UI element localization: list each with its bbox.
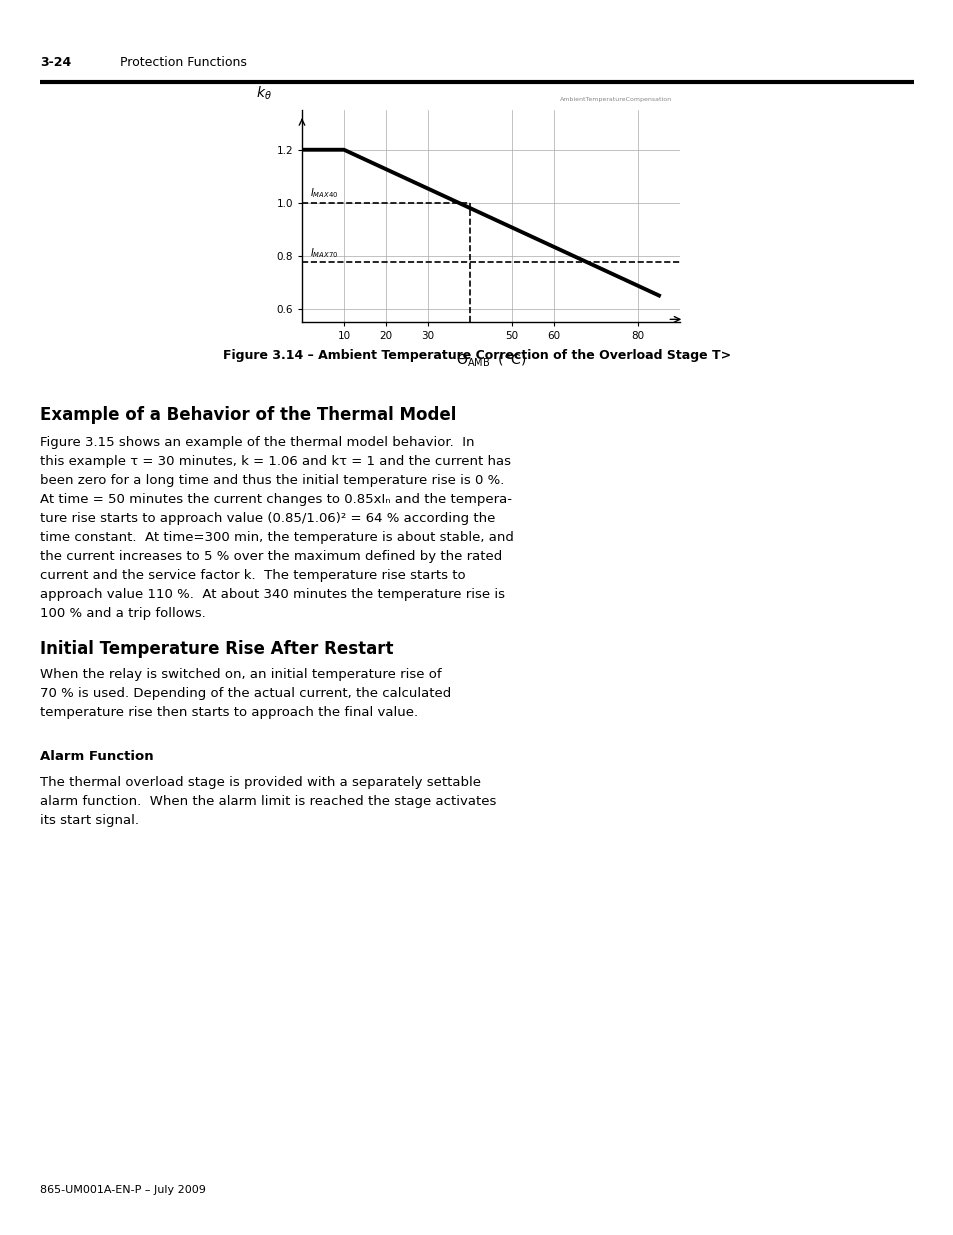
Text: current and the service factor k.  The temperature rise starts to: current and the service factor k. The te…: [40, 569, 465, 582]
Text: Protection Functions: Protection Functions: [120, 57, 247, 69]
Text: ture rise starts to approach value (0.85/1.06)² = 64 % according the: ture rise starts to approach value (0.85…: [40, 513, 495, 525]
Text: $k_{\theta}$: $k_{\theta}$: [256, 84, 272, 101]
Text: time constant.  At time=300 min, the temperature is about stable, and: time constant. At time=300 min, the temp…: [40, 531, 514, 543]
Text: 865-UM001A-EN-P – July 2009: 865-UM001A-EN-P – July 2009: [40, 1186, 206, 1195]
Text: $\mathit{I}_{\mathit{MAX40}}$: $\mathit{I}_{\mathit{MAX40}}$: [310, 186, 338, 200]
Text: this example τ = 30 minutes, k = 1.06 and kτ = 1 and the current has: this example τ = 30 minutes, k = 1.06 an…: [40, 454, 511, 468]
Text: 100 % and a trip follows.: 100 % and a trip follows.: [40, 606, 206, 620]
Text: Initial Temperature Rise After Restart: Initial Temperature Rise After Restart: [40, 640, 393, 658]
Text: Figure 3.15 shows an example of the thermal model behavior.  In: Figure 3.15 shows an example of the ther…: [40, 436, 474, 450]
Text: approach value 110 %.  At about 340 minutes the temperature rise is: approach value 110 %. At about 340 minut…: [40, 588, 504, 601]
Text: Example of a Behavior of the Thermal Model: Example of a Behavior of the Thermal Mod…: [40, 406, 456, 424]
Text: its start signal.: its start signal.: [40, 814, 139, 827]
Text: the current increases to 5 % over the maximum defined by the rated: the current increases to 5 % over the ma…: [40, 550, 501, 563]
Text: 3-24: 3-24: [40, 57, 71, 69]
Text: alarm function.  When the alarm limit is reached the stage activates: alarm function. When the alarm limit is …: [40, 795, 496, 808]
Text: 70 % is used. Depending of the actual current, the calculated: 70 % is used. Depending of the actual cu…: [40, 687, 451, 700]
Text: AmbientTemperatureCompensation: AmbientTemperatureCompensation: [559, 96, 672, 101]
Text: temperature rise then starts to approach the final value.: temperature rise then starts to approach…: [40, 706, 417, 719]
Text: When the relay is switched on, an initial temperature rise of: When the relay is switched on, an initia…: [40, 668, 441, 680]
Text: Figure 3.14 – Ambient Temperature Correction of the Overload Stage T>: Figure 3.14 – Ambient Temperature Correc…: [223, 350, 730, 363]
Text: At time = 50 minutes the current changes to 0.85xIₙ and the tempera-: At time = 50 minutes the current changes…: [40, 493, 512, 506]
Text: been zero for a long time and thus the initial temperature rise is 0 %.: been zero for a long time and thus the i…: [40, 474, 504, 487]
Text: $\mathit{I}_{\mathit{MAX70}}$: $\mathit{I}_{\mathit{MAX70}}$: [310, 246, 338, 259]
Text: The thermal overload stage is provided with a separately settable: The thermal overload stage is provided w…: [40, 776, 480, 789]
Text: Alarm Function: Alarm Function: [40, 750, 153, 763]
Text: $\Theta_{\mathregular{AMB}}$  (°C): $\Theta_{\mathregular{AMB}}$ (°C): [456, 352, 525, 369]
